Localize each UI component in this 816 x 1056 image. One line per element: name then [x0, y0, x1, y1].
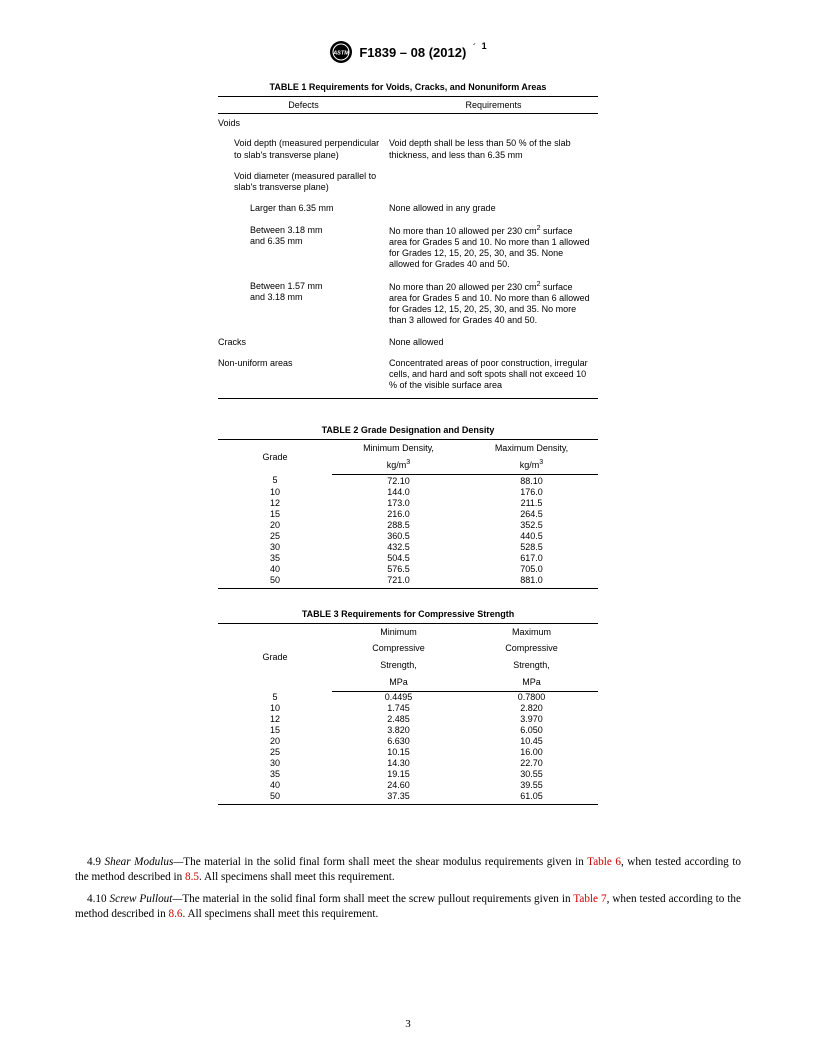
table-row: 3014.3022.70: [218, 758, 598, 769]
cracks-req: None allowed: [389, 332, 598, 353]
ref-table6: Table 6: [587, 856, 621, 868]
table1-title: TABLE 1 Requirements for Voids, Cracks, …: [218, 82, 598, 92]
ref-table7: Table 7: [573, 893, 606, 905]
table-row: 40576.5705.0: [218, 563, 598, 574]
t1-r5-defect: Between 1.57 mmand 3.18 mm: [218, 276, 389, 332]
table3-col-max-b: Compressive: [465, 640, 598, 657]
voids-heading: Voids: [218, 114, 598, 134]
table3-col-grade: Grade: [218, 623, 332, 691]
table-row: 30432.5528.5: [218, 541, 598, 552]
table-row: 3519.1530.55: [218, 769, 598, 780]
table1-col-requirements: Requirements: [389, 97, 598, 114]
table-row: 12173.0211.5: [218, 497, 598, 508]
table-row: 50.44950.7800: [218, 691, 598, 703]
table2: Grade Minimum Density, Maximum Density, …: [218, 439, 598, 589]
table2-col-min-b: kg/m3: [332, 456, 465, 474]
cracks-heading: Cracks: [218, 332, 389, 353]
table2-col-grade: Grade: [218, 439, 332, 475]
t1-r1-defect: Void depth (measured perpendicular to sl…: [218, 133, 389, 166]
page-number: 3: [0, 1018, 816, 1030]
table2-title: TABLE 2 Grade Designation and Density: [218, 425, 598, 435]
nonuniform-heading: Non-uniform areas: [218, 353, 389, 398]
table1: Defects Requirements Voids Void depth (m…: [218, 96, 598, 399]
table3-col-min-d: MPa: [332, 674, 465, 691]
paragraph-4-9: 4.9 Shear Modulus—The material in the so…: [75, 855, 741, 885]
t1-r3-defect: Larger than 6.35 mm: [218, 198, 389, 219]
table-row: 2510.1516.00: [218, 747, 598, 758]
t1-r3-req: None allowed in any grade: [389, 198, 598, 219]
table-row: 5037.3561.05: [218, 791, 598, 805]
astm-logo-icon: ASTM: [329, 40, 353, 64]
table-row: 25360.5440.5: [218, 530, 598, 541]
table2-col-max-a: Maximum Density,: [465, 439, 598, 456]
t1-r5-req: No more than 20 allowed per 230 cm2 surf…: [389, 276, 598, 332]
table-row: 122.4853.970: [218, 714, 598, 725]
table-row: 15216.0264.5: [218, 508, 598, 519]
table-row: 153.8206.050: [218, 725, 598, 736]
table3-col-max-d: MPa: [465, 674, 598, 691]
table3-col-min-a: Minimum: [332, 623, 465, 640]
table-row: 4024.6039.55: [218, 780, 598, 791]
table-row: 10144.0176.0: [218, 486, 598, 497]
nonuniform-req: Concentrated areas of poor construction,…: [389, 353, 598, 398]
standard-code: F1839 – 08 (2012): [359, 45, 466, 60]
table2-col-max-b: kg/m3: [465, 456, 598, 474]
table-row: 101.7452.820: [218, 703, 598, 714]
table3-col-min-b: Compressive: [332, 640, 465, 657]
table3-col-max-a: Maximum: [465, 623, 598, 640]
table-row: 50721.0881.0: [218, 574, 598, 588]
table3-col-min-c: Strength,: [332, 657, 465, 674]
table-row: 20288.5352.5: [218, 519, 598, 530]
table2-col-min-a: Minimum Density,: [332, 439, 465, 456]
table-row: 35504.5617.0: [218, 552, 598, 563]
table3-col-max-c: Strength,: [465, 657, 598, 674]
table-row: 206.63010.45: [218, 736, 598, 747]
t1-r2-defect: Void diameter (measured parallel to slab…: [218, 166, 389, 199]
table3-title: TABLE 3 Requirements for Compressive Str…: [218, 609, 598, 619]
ref-8-6: 8.6: [169, 908, 183, 920]
t1-r1-req: Void depth shall be less than 50 % of th…: [389, 133, 598, 166]
t1-r4-defect: Between 3.18 mmand 6.35 mm: [218, 220, 389, 276]
table1-col-defects: Defects: [218, 97, 389, 114]
table3: Grade Minimum Maximum Compressive Compre…: [218, 623, 598, 806]
svg-text:ASTM: ASTM: [333, 51, 350, 57]
paragraph-4-10: 4.10 Screw Pullout—The material in the s…: [75, 892, 741, 922]
document-header: ASTM F1839 – 08 (2012)´1: [75, 40, 741, 64]
t1-r4-req: No more than 10 allowed per 230 cm2 surf…: [389, 220, 598, 276]
ref-8-5: 8.5: [185, 871, 199, 883]
table-row: 572.1088.10: [218, 475, 598, 487]
